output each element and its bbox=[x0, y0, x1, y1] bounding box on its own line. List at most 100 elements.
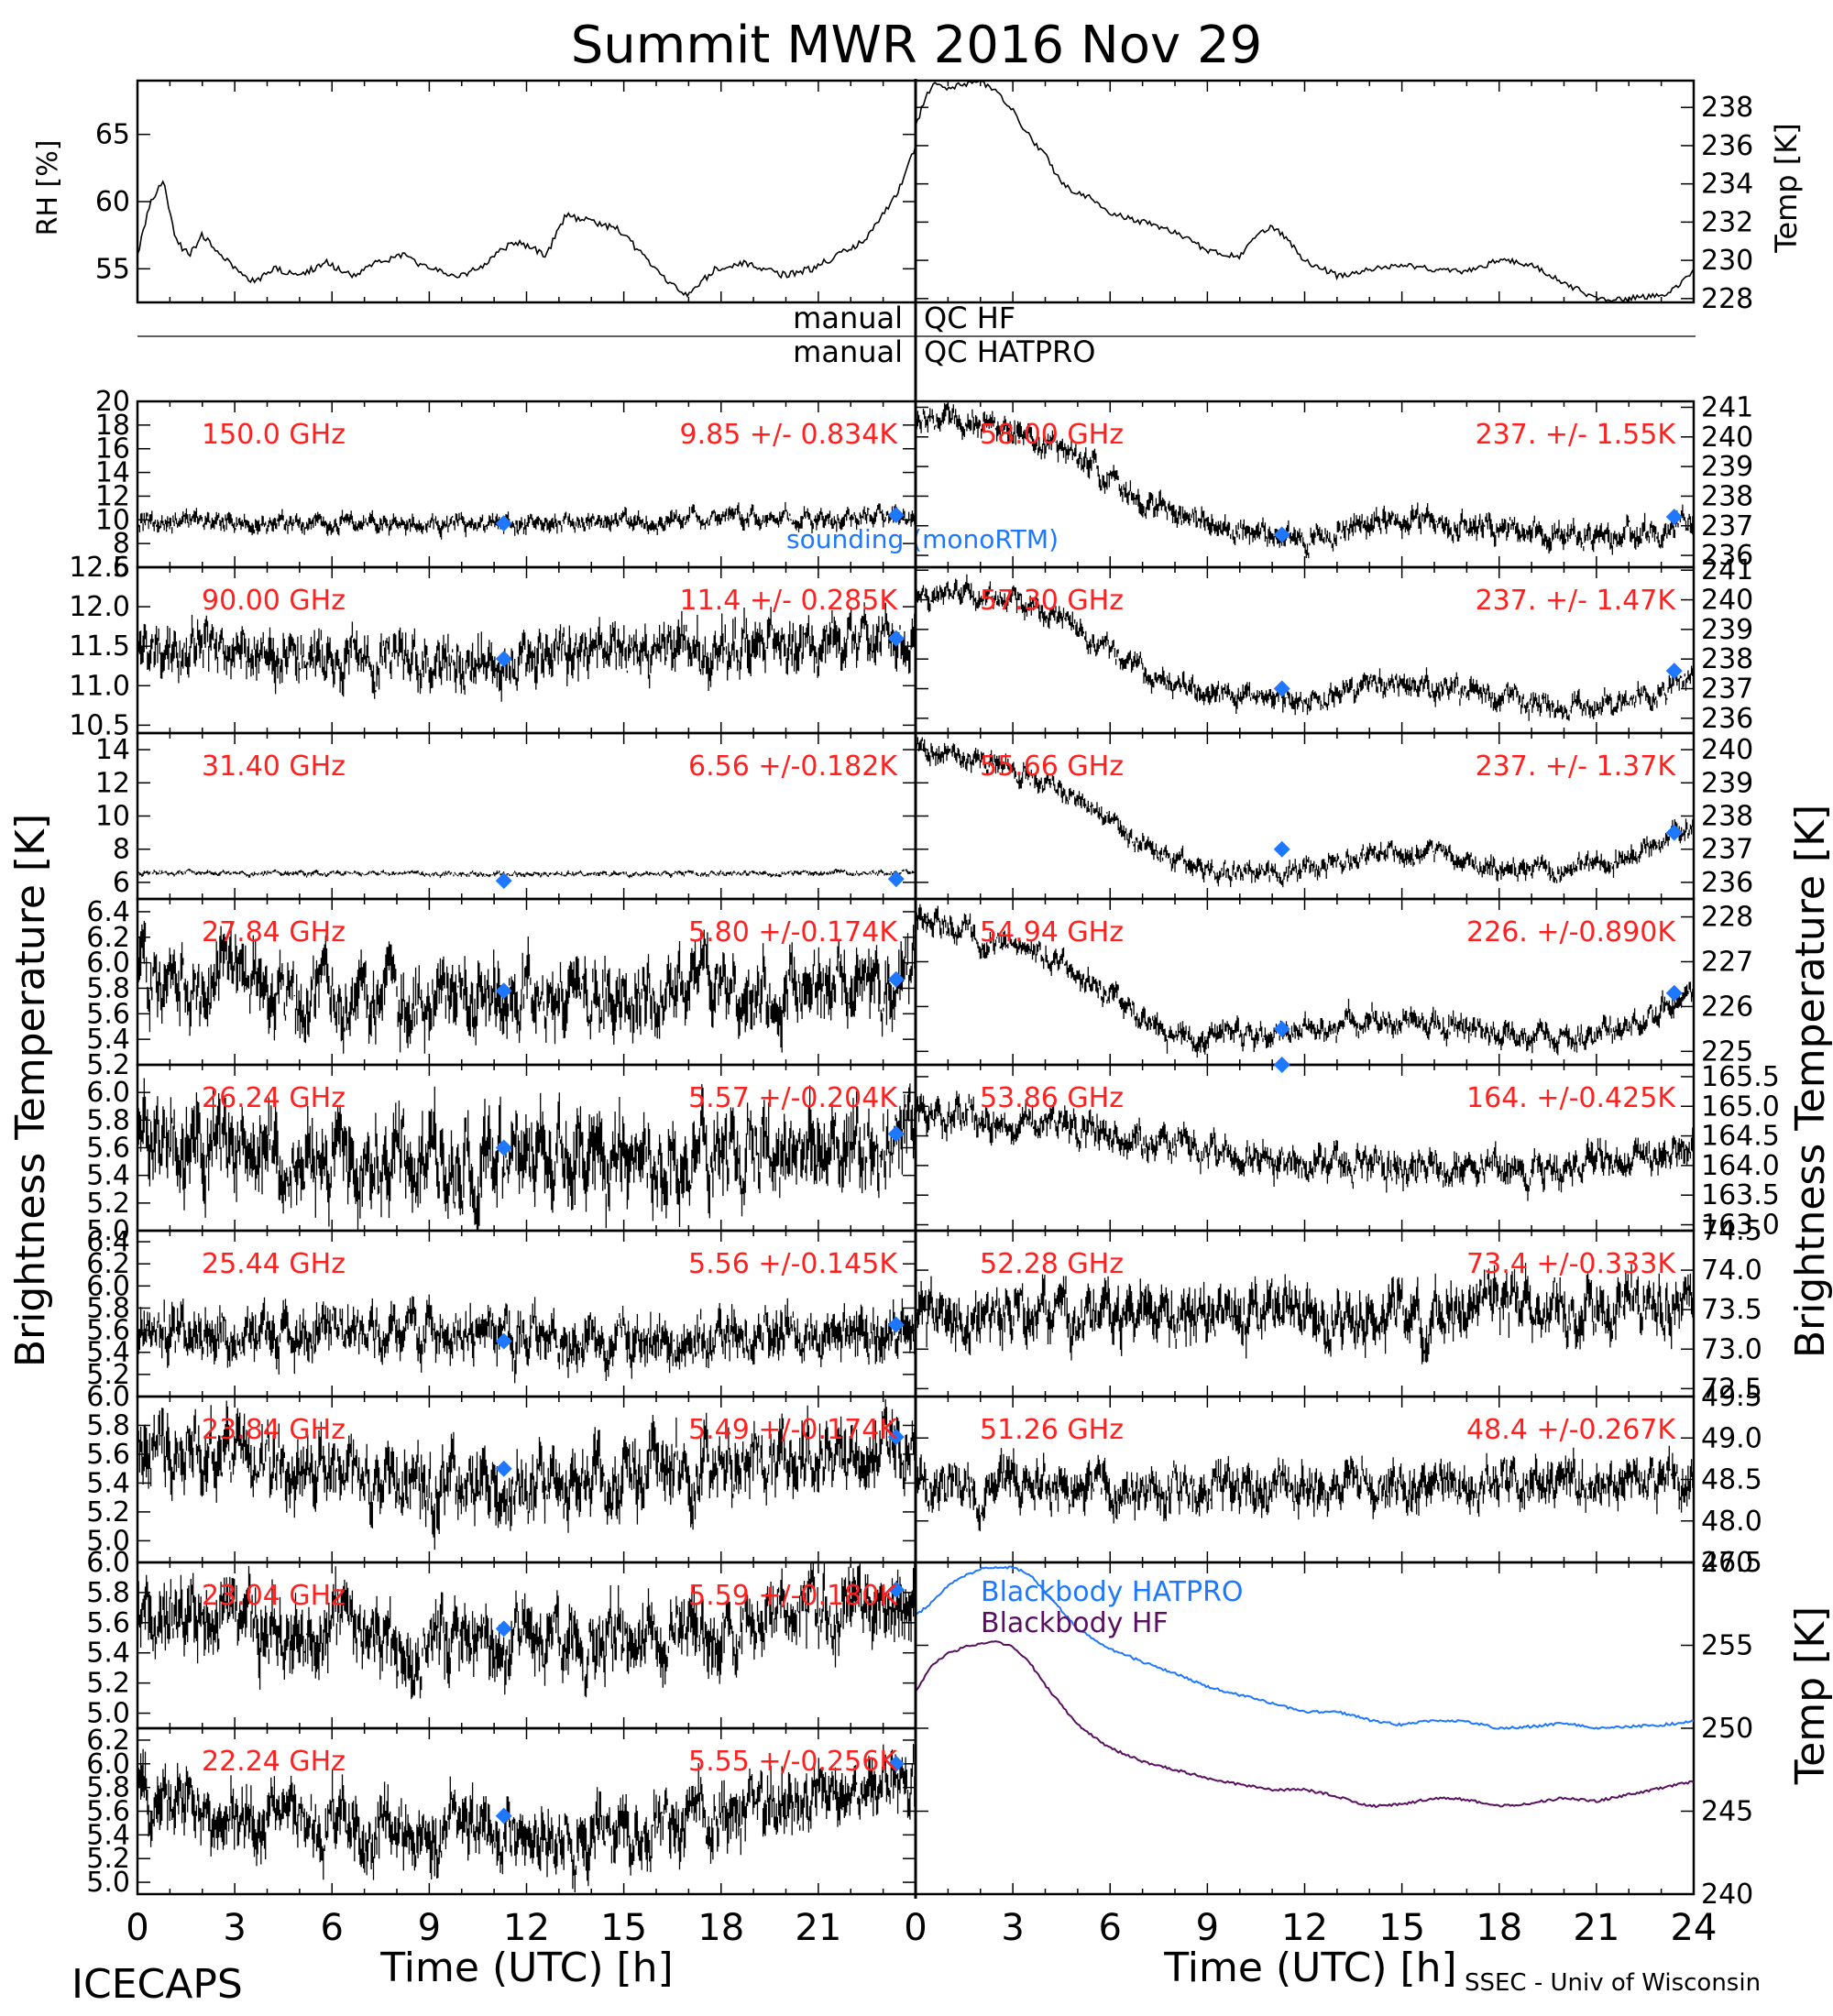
ytick-label-right-54-2: 227 bbox=[1701, 946, 1753, 978]
panel-blackbody: 240 245 250 255 260 Blackbody HATPROBlackbody… bbox=[914, 1547, 1753, 1911]
ylabel-rh: RH [%] bbox=[32, 140, 64, 236]
sounding-point-left-25-0 bbox=[495, 1332, 512, 1350]
freq-label-right-58: 58.00 GHz bbox=[980, 419, 1124, 451]
ytick-label-blackbody-4: 260 bbox=[1701, 1547, 1753, 1579]
xtick-label-right-12: 12 bbox=[1281, 1907, 1328, 1949]
ytick-label-temp_top-4: 236 bbox=[1701, 130, 1753, 162]
freq-label-right-52: 52.28 GHz bbox=[980, 1248, 1124, 1280]
ytick-label-right-55-4: 240 bbox=[1701, 734, 1753, 766]
freq-label-left-25: 25.44 GHz bbox=[202, 1248, 346, 1280]
ytick-label-left-23-8-4: 5.8 bbox=[86, 1409, 130, 1441]
ytick-label-left-26-0: 5.0 bbox=[86, 1215, 130, 1247]
ytick-label-left-26-4: 5.8 bbox=[86, 1104, 130, 1136]
data-series-left-31 bbox=[137, 868, 916, 879]
sounding-point-left-27-0 bbox=[495, 982, 512, 1000]
ytick-label-left-23-0-1: 5.2 bbox=[86, 1668, 130, 1700]
ytick-label-blackbody-3: 255 bbox=[1701, 1630, 1753, 1662]
ytick-label-temp_top-5: 238 bbox=[1701, 92, 1753, 124]
sounding-point-left-22-1 bbox=[887, 1755, 905, 1772]
data-series-right-58 bbox=[916, 401, 1694, 559]
data-series-right-51 bbox=[916, 1445, 1694, 1532]
ytick-label-left-25-4: 6.0 bbox=[86, 1270, 130, 1302]
xlabel-right: Time (UTC) [h] bbox=[1163, 1945, 1456, 1991]
stat-label-right-58: 237. +/- 1.55K bbox=[1476, 419, 1677, 451]
ytick-label-left-27-3: 5.8 bbox=[86, 972, 130, 1004]
temp-line bbox=[916, 81, 1694, 302]
freq-label-left-23-0: 23.04 GHz bbox=[202, 1580, 346, 1612]
ytick-label-right-57-3: 239 bbox=[1701, 614, 1753, 646]
ytick-label-right-57-0: 236 bbox=[1701, 703, 1753, 735]
freq-label-right-51: 51.26 GHz bbox=[980, 1414, 1124, 1446]
ytick-label-right-53-2: 164.0 bbox=[1701, 1150, 1780, 1182]
sounding-point-left-26-0 bbox=[495, 1139, 512, 1156]
ytick-label-blackbody-1: 245 bbox=[1701, 1796, 1753, 1828]
sounding-point-left-23-8-1 bbox=[887, 1429, 905, 1446]
ytick-label-left-23-0-3: 5.6 bbox=[86, 1607, 130, 1639]
data-series-left-27 bbox=[137, 920, 916, 1054]
ytick-label-left-27-0: 5.2 bbox=[86, 1049, 130, 1081]
ytick-label-left-22-5: 6.0 bbox=[86, 1748, 130, 1780]
footer-icecaps: ICECAPS bbox=[71, 1961, 243, 2008]
ytick-label-temp_top-3: 234 bbox=[1701, 169, 1753, 201]
freq-label-left-90: 90.00 GHz bbox=[202, 585, 346, 617]
ytick-label-left-90-2: 11.5 bbox=[69, 630, 130, 663]
data-series-right-53 bbox=[916, 1090, 1694, 1201]
ytick-label-right-53-5: 165.5 bbox=[1701, 1061, 1780, 1093]
ytick-label-left-23-8-5: 6.0 bbox=[86, 1381, 130, 1413]
ytick-label-left-26-2: 5.4 bbox=[86, 1160, 130, 1192]
ytick-label-left-23-0-0: 5.0 bbox=[86, 1698, 130, 1730]
ytick-label-left-22-3: 5.6 bbox=[86, 1796, 130, 1828]
freq-label-left-31: 31.40 GHz bbox=[202, 751, 346, 783]
figure-title: Summit MWR 2016 Nov 29 bbox=[571, 16, 1263, 75]
ytick-label-left-25-3: 5.8 bbox=[86, 1292, 130, 1324]
panel-left-26: 5.05.25.45.65.86.0 26.24 GHz 5.57 +/-0.204… bbox=[86, 1063, 917, 1247]
ytick-label-rh-2: 65 bbox=[95, 119, 130, 151]
xtick-label-right-3: 3 bbox=[1001, 1907, 1024, 1949]
xlabel-left: Time (UTC) [h] bbox=[379, 1945, 673, 1991]
stat-label-left-23-0: 5.59 +/-0.180K bbox=[688, 1580, 898, 1612]
data-series-left-150 bbox=[137, 501, 916, 540]
xtick-label-left-3: 3 bbox=[223, 1907, 246, 1949]
ytick-label-left-25-0: 5.2 bbox=[86, 1359, 130, 1391]
ytick-label-right-55-1: 237 bbox=[1701, 834, 1753, 866]
ytick-label-left-90-4: 12.5 bbox=[69, 552, 130, 584]
ylabel-right-main: Brightness Temperature [K] bbox=[1787, 805, 1833, 1358]
ytick-label-right-57-1: 237 bbox=[1701, 674, 1753, 706]
qc-label-right-1: QC HF bbox=[924, 301, 1015, 335]
sounding-point-left-22-0 bbox=[495, 1807, 512, 1824]
ytick-label-left-27-2: 5.6 bbox=[86, 998, 130, 1030]
panel-left-23-8: 5.05.25.45.65.86.0 23.84 GHz 5.49 +/-0.174… bbox=[86, 1381, 917, 1564]
stat-label-left-26: 5.57 +/-0.204K bbox=[688, 1082, 898, 1114]
xtick-label-left-6: 6 bbox=[321, 1907, 344, 1949]
ytick-label-left-22-4: 5.8 bbox=[86, 1772, 130, 1804]
legend-sounding: sounding (monoRTM) bbox=[786, 524, 1059, 554]
sounding-point-left-25-1 bbox=[887, 1316, 905, 1333]
ytick-label-left-23-8-1: 5.2 bbox=[86, 1496, 130, 1528]
ytick-label-left-150-4: 14 bbox=[95, 457, 130, 489]
sounding-point-left-27-1 bbox=[887, 970, 905, 988]
stat-label-right-57: 237. +/- 1.47K bbox=[1476, 585, 1677, 617]
ytick-label-left-90-1: 11.0 bbox=[69, 670, 130, 702]
freq-label-left-150: 150.0 GHz bbox=[202, 419, 346, 451]
ytick-label-left-25-5: 6.2 bbox=[86, 1248, 130, 1280]
ytick-label-left-23-0-2: 5.4 bbox=[86, 1638, 130, 1670]
xtick-label-right-0: 0 bbox=[904, 1907, 927, 1949]
ytick-label-right-52-2: 73.5 bbox=[1701, 1294, 1762, 1326]
ytick-label-right-51-0: 47.5 bbox=[1701, 1547, 1762, 1579]
ytick-label-right-54-3: 228 bbox=[1701, 902, 1753, 934]
sounding-point-right-53-0 bbox=[1273, 1057, 1290, 1073]
sounding-point-right-55-0 bbox=[1273, 840, 1290, 858]
xtick-label-left-12: 12 bbox=[503, 1907, 550, 1949]
freq-label-left-26: 26.24 GHz bbox=[202, 1082, 346, 1114]
sounding-point-left-23-0-1 bbox=[887, 1581, 905, 1598]
panel-right-52: 72.5 73.0 73.5 74.0 74.5 52.28 GHz 73.4 +/-0.3… bbox=[914, 1215, 1762, 1405]
xtick-label-left-0: 0 bbox=[126, 1907, 148, 1949]
qc-label-left-2: manual bbox=[793, 334, 903, 369]
ytick-label-right-53-3: 164.5 bbox=[1701, 1121, 1780, 1153]
ytick-label-right-57-4: 240 bbox=[1701, 585, 1753, 617]
stat-label-left-22: 5.55 +/-0.256K bbox=[688, 1746, 898, 1778]
ytick-label-right-57-5: 241 bbox=[1701, 554, 1753, 586]
ytick-label-right-55-0: 236 bbox=[1701, 867, 1753, 899]
ytick-label-right-51-2: 48.5 bbox=[1701, 1464, 1762, 1496]
